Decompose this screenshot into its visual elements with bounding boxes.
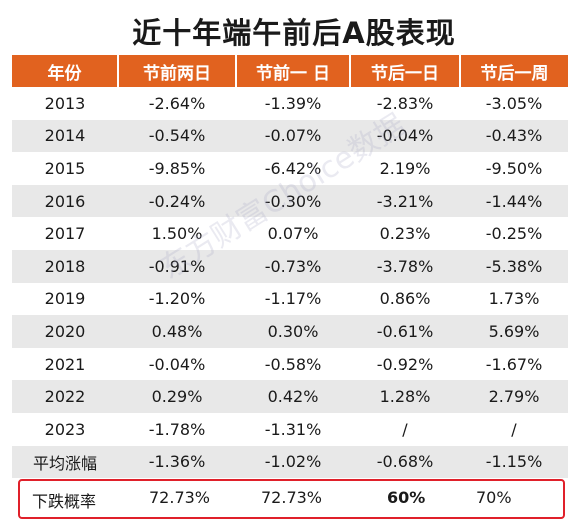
table-cell: -9.50% [460,152,568,185]
table-cell: -0.04% [118,347,236,381]
table-cell: -1.20% [118,282,236,316]
table-cell: -3.78% [350,249,460,283]
row-label: 2022 [12,380,118,413]
table-header-row: 年份 节前两日 节前一 日节后一日 节后一周 [12,55,568,87]
table-cell: -9.85% [118,152,236,185]
table-cell: -0.73% [236,249,350,283]
row-label: 2016 [12,184,118,218]
table-cell: 0.29% [118,380,236,413]
table-cell: -1.39% [236,87,350,120]
row-label: 2019 [12,282,118,316]
row-label: 2021 [12,347,118,381]
table-cell: 5.69% [460,315,568,348]
table-cell: -0.25% [460,217,568,250]
table-cell: -0.30% [236,184,350,218]
table-row: 2020 0.48% 0.30% -0.61% 5.69% [12,315,568,348]
table-cell: -1.02% [236,445,350,479]
column-header: 年份 [12,55,119,87]
table-cell: -2.64% [118,87,236,120]
table-cell: -1.31% [236,412,350,446]
table-cell: -1.15% [460,445,568,479]
row-label: 2017 [12,217,118,250]
table-cell: -1.36% [118,445,236,479]
table-cell: 0.42% [236,380,350,413]
probability-cell: 70% [476,488,512,507]
table-cell: 2.19% [350,152,460,185]
table-cell: -1.78% [118,412,236,446]
table-cell: -1.67% [460,347,568,381]
table-cell: -0.92% [350,347,460,381]
table-cell: -0.58% [236,347,350,381]
table-cell: -3.05% [460,87,568,120]
row-label: 2018 [12,249,118,283]
column-header: 节后一日 [350,55,461,87]
table-cell: 1.50% [118,217,236,250]
row-label: 2023 [12,412,118,446]
probability-row: 下跌概率 72.73% 72.73% 60% 70% [18,479,565,519]
row-label: 2013 [12,87,118,120]
table-cell: -0.04% [350,119,460,153]
table-row: 2019 -1.20% -1.17% 0.86% 1.73% [12,282,568,316]
table-row: 2023 -1.78% -1.31% / / [12,412,568,446]
probability-cell: 72.73% [149,488,211,507]
table-row: 平均涨幅 -1.36% -1.02% -0.68% -1.15% [12,445,568,479]
table-cell: 0.07% [236,217,350,250]
table-cell: 1.73% [460,282,568,316]
column-header: 节前一 日 [236,55,351,87]
row-label: 2014 [12,119,118,153]
table-cell: -5.38% [460,249,568,283]
probability-highlight-box [18,479,565,519]
column-header: 节前两日 [118,55,237,87]
table-cell: 2.79% [460,380,568,413]
table-cell: -0.24% [118,184,236,218]
column-header: 节后一周 [460,55,568,87]
probability-cell: 72.73% [261,488,323,507]
probability-cell: 60% [387,488,426,507]
table-cell: / [460,412,568,446]
data-table: 年份 节前两日 节前一 日节后一日 节后一周 2013 -2.64% -1.39% -2.8… [12,55,568,479]
table-row: 2014 -0.54% -0.07% -0.04% -0.43% [12,119,568,153]
table-cell: -0.07% [236,119,350,153]
table-cell: -1.17% [236,282,350,316]
row-label: 2020 [12,315,118,348]
row-label: 2015 [12,152,118,185]
table-cell: -0.43% [460,119,568,153]
table-cell: -0.61% [350,315,460,348]
table-cell: 0.30% [236,315,350,348]
table-row: 2013 -2.64% -1.39% -2.83% -3.05% [12,87,568,120]
table-cell: -0.54% [118,119,236,153]
table-cell: 0.48% [118,315,236,348]
table-cell: -6.42% [236,152,350,185]
table-row: 2016 -0.24% -0.30% -3.21% -1.44% [12,184,568,218]
table-cell: -0.68% [350,445,460,479]
table-cell: / [350,412,460,446]
table-row: 2021 -0.04% -0.58% -0.92% -1.67% [12,347,568,381]
table-row: 2015 -9.85% -6.42% 2.19% -9.50% [12,152,568,185]
table-row: 2017 1.50% 0.07% 0.23% -0.25% [12,217,568,250]
table-row: 2022 0.29% 0.42% 1.28% 2.79% [12,380,568,413]
row-label: 平均涨幅 [12,445,118,479]
table-cell: 0.86% [350,282,460,316]
table-cell: -2.83% [350,87,460,120]
table-cell: -0.91% [118,249,236,283]
table-row: 2018 -0.91% -0.73% -3.78% -5.38% [12,249,568,283]
table-cell: 1.28% [350,380,460,413]
probability-label: 下跌概率 [32,492,97,511]
table-cell: -3.21% [350,184,460,218]
table-cell: 0.23% [350,217,460,250]
table-cell: -1.44% [460,184,568,218]
chart-title: 近十年端午前后A股表现 [132,16,456,50]
